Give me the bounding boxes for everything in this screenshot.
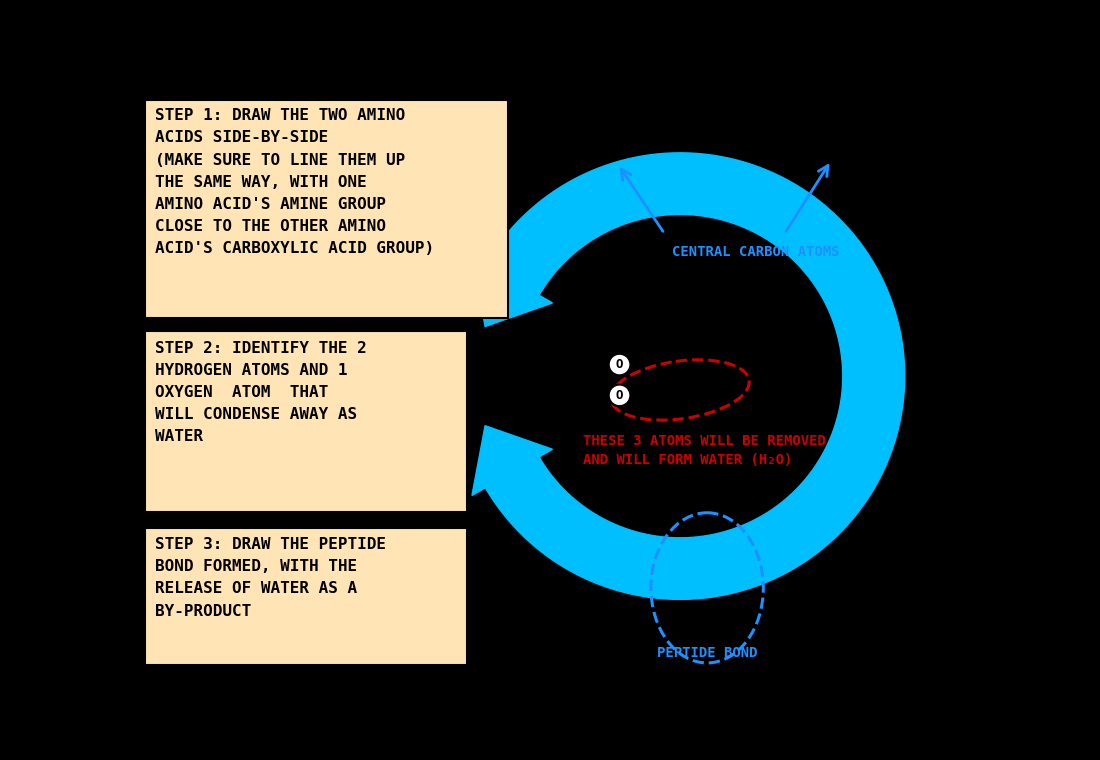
Text: THESE 3 ATOMS WILL BE REMOVED
AND WILL FORM WATER (H₂O): THESE 3 ATOMS WILL BE REMOVED AND WILL F… — [583, 434, 826, 467]
Polygon shape — [472, 257, 552, 327]
Circle shape — [608, 353, 630, 375]
FancyBboxPatch shape — [145, 331, 466, 512]
Text: STEP 1: DRAW THE TWO AMINO
ACIDS SIDE-BY-SIDE
(MAKE SURE TO LINE THEM UP
THE SAM: STEP 1: DRAW THE TWO AMINO ACIDS SIDE-BY… — [154, 108, 433, 256]
Circle shape — [608, 385, 630, 406]
Text: STEP 3: DRAW THE PEPTIDE
BOND FORMED, WITH THE
RELEASE OF WATER AS A
BY-PRODUCT: STEP 3: DRAW THE PEPTIDE BOND FORMED, WI… — [154, 537, 386, 619]
Text: CENTRAL CARBON ATOMS: CENTRAL CARBON ATOMS — [672, 245, 839, 259]
Polygon shape — [472, 426, 552, 496]
FancyBboxPatch shape — [145, 100, 508, 318]
Text: O: O — [616, 389, 624, 402]
Text: STEP 2: IDENTIFY THE 2
HYDROGEN ATOMS AND 1
OXYGEN  ATOM  THAT
WILL CONDENSE AWA: STEP 2: IDENTIFY THE 2 HYDROGEN ATOMS AN… — [154, 340, 366, 445]
FancyBboxPatch shape — [145, 527, 466, 665]
Text: O: O — [616, 358, 624, 371]
Polygon shape — [485, 153, 904, 600]
Text: PEPTIDE BOND: PEPTIDE BOND — [657, 645, 757, 660]
